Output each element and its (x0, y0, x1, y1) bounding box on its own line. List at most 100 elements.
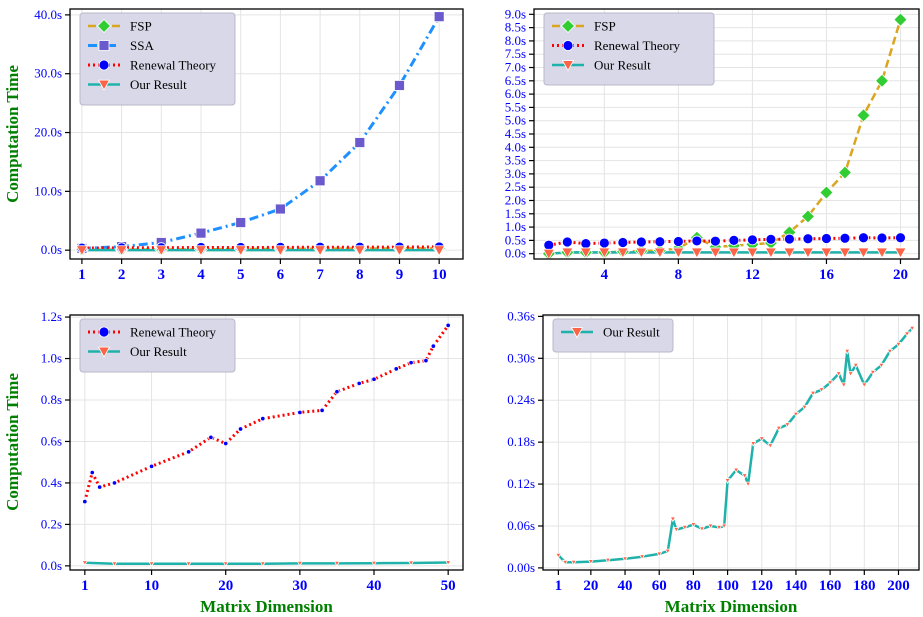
data-point-our-result (81, 560, 88, 567)
data-point-our-result (672, 247, 685, 259)
data-point-renewal-theory (185, 449, 192, 455)
y-tick-label: 0.30s (507, 350, 535, 365)
y-axis-label: Computation Time (3, 373, 22, 511)
chart-panel-3: 0.0s 0.2s 0.4s 0.6s 0.8s 1.0s 1.2s 1 10 20 30 40 50 C… (3, 309, 464, 616)
y-tick-label: 3.0s (505, 166, 526, 181)
series-line-renewal-theory (83, 324, 450, 502)
data-point-our-result (852, 362, 859, 369)
x-tick-label: 2 (118, 267, 126, 283)
data-point-ssa (195, 227, 207, 239)
legend-label-renewal-theory: Renewal Theory (594, 38, 681, 53)
data-point-renewal-theory (895, 232, 906, 244)
legend-marker-renewal-theory (562, 40, 574, 51)
x-tick-label: 30 (292, 578, 307, 594)
data-point-renewal-theory (598, 237, 610, 249)
data-point-our-result (840, 382, 847, 389)
data-point-our-result (886, 348, 894, 355)
data-point-our-result (148, 561, 155, 568)
data-point-our-result (724, 478, 731, 484)
data-point-renewal-theory (111, 480, 118, 486)
y-tick-label: 6.0s (505, 86, 526, 101)
data-point-renewal-theory (784, 233, 795, 245)
data-point-our-result (155, 245, 168, 257)
y-tick-label: 5.5s (505, 99, 526, 114)
y-tick-label: 1.2s (41, 309, 62, 324)
data-point-ssa (394, 80, 405, 91)
y-tick-label: 5.0s (505, 113, 526, 128)
y-tick-label: 0.12s (507, 476, 535, 491)
y-tick-label: 40.0s (34, 7, 62, 22)
legend-label-fsp: FSP (594, 19, 616, 34)
legend-label-our-result: Our Result (130, 344, 187, 359)
x-tick-label: 4 (197, 267, 205, 283)
data-point-our-result (838, 247, 852, 259)
data-point-our-result (767, 443, 774, 449)
data-point-fsp (874, 73, 890, 88)
data-point-renewal-theory (445, 322, 451, 329)
data-point-renewal-theory (580, 238, 592, 249)
x-tick-label: 20 (893, 267, 908, 283)
series-line-renewal-theory (548, 236, 901, 247)
data-point-renewal-theory (691, 235, 703, 247)
x-tick-label: 40 (618, 578, 633, 594)
y-tick-label: 0.18s (507, 434, 535, 449)
data-point-our-result (857, 247, 870, 259)
x-tick-label: 20 (583, 578, 598, 594)
data-point-our-result (673, 527, 680, 533)
series-line-our-result (557, 327, 914, 564)
series-line-ssa (81, 15, 441, 250)
x-tick-label: 120 (751, 578, 774, 594)
data-point-renewal-theory (635, 236, 647, 248)
data-point-renewal-theory (393, 366, 399, 372)
data-point-our-result (746, 247, 759, 259)
chart-panel-1: 0.0s 10.0s 20.0s 30.0s 40.0s 1 2 3 4 5 6 7 8 9 10 Compu… (3, 7, 464, 283)
data-point-our-result (878, 362, 885, 369)
data-point-our-result (847, 371, 854, 377)
data-point-renewal-theory (839, 232, 851, 244)
y-tick-label: 0.2s (41, 516, 62, 531)
data-point-renewal-theory (858, 232, 869, 244)
x-tick-label: 180 (853, 578, 876, 594)
y-tick-label: 3.5s (505, 153, 526, 168)
data-point-our-result (844, 348, 851, 355)
data-point-renewal-theory (334, 389, 340, 395)
data-point-our-result (801, 247, 815, 259)
data-point-our-result (621, 556, 629, 563)
data-point-our-result (709, 247, 722, 259)
legend-label-our-result: Our Result (594, 58, 651, 73)
y-tick-label: 0.00s (507, 560, 535, 575)
y-axis-label: Computation Time (3, 65, 22, 203)
x-tick-label: 60 (652, 578, 667, 594)
data-point-our-result (895, 341, 902, 348)
data-point-our-result (445, 560, 452, 566)
data-point-our-result (783, 247, 796, 259)
x-tick-label: 20 (218, 578, 233, 594)
data-point-our-result (801, 404, 808, 411)
data-point-renewal-theory (747, 234, 758, 246)
data-point-renewal-theory (423, 357, 429, 364)
data-point-renewal-theory (821, 233, 832, 244)
x-tick-label: 1 (555, 578, 563, 594)
data-point-fsp (837, 165, 853, 180)
data-point-our-result (869, 369, 877, 376)
data-point-our-result (656, 551, 663, 558)
legend-label-renewal-theory: Renewal Theory (130, 58, 217, 73)
data-point-our-result (555, 552, 562, 559)
y-tick-label: 0.0s (41, 242, 62, 257)
y-tick-label: 1.0s (41, 351, 62, 366)
x-tick-label: 200 (887, 578, 910, 594)
data-point-our-result (732, 467, 740, 474)
y-tick-label: 20.0s (34, 125, 62, 140)
data-point-renewal-theory (802, 233, 814, 245)
data-point-our-result (616, 247, 630, 259)
data-point-our-result (370, 560, 378, 567)
y-tick-label: 1.0s (505, 219, 526, 234)
y-tick-label: 2.5s (505, 179, 526, 194)
y-tick-label: 4.5s (505, 126, 526, 141)
y-tick-label: 0.0s (41, 558, 62, 573)
data-point-our-result (903, 331, 911, 338)
data-point-our-result (715, 525, 723, 531)
data-point-fsp (856, 108, 871, 123)
legend-label-our-result: Our Result (130, 77, 187, 92)
data-point-our-result (744, 481, 752, 488)
